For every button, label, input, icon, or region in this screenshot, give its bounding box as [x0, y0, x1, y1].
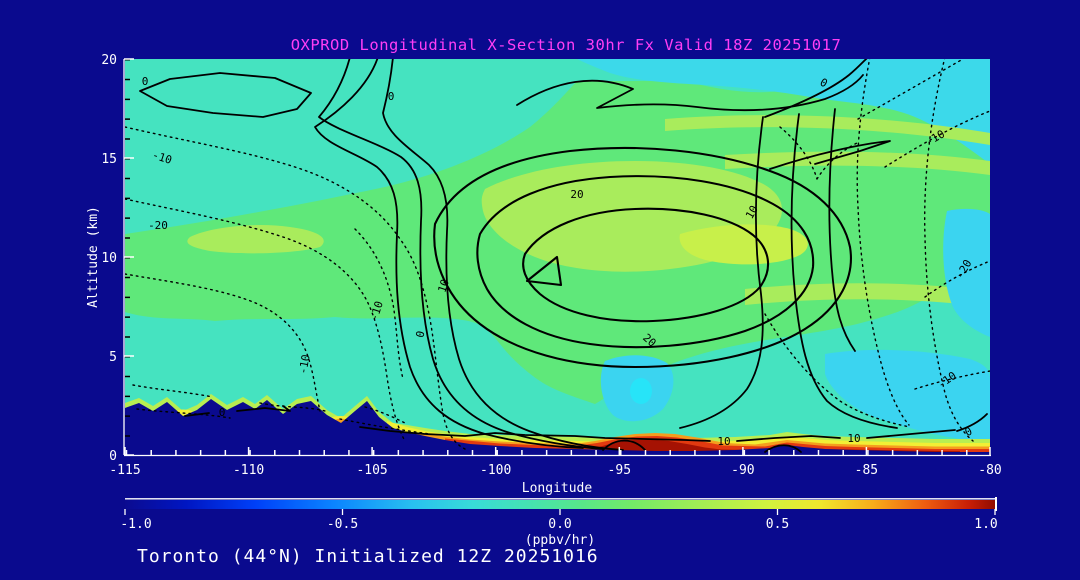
contour-line-zigzag — [516, 74, 864, 112]
fill-cyan-patch — [943, 208, 990, 337]
x-axis-label: Longitude — [522, 481, 593, 496]
contour-dotted-right — [856, 59, 910, 426]
footer-annotation: Toronto (44°N) Initialized 12Z 20251016 — [137, 546, 599, 567]
contour-label: 20 — [570, 188, 583, 201]
contour-label: 10 — [435, 278, 451, 295]
contour-label: -10 — [151, 148, 174, 167]
page-title: OXPROD Longitudinal X-Section 30hr Fx Va… — [291, 36, 842, 54]
y-axis-label: Altitude (km) — [86, 206, 101, 308]
contour-triangle — [525, 255, 563, 287]
contour-arm — [769, 140, 891, 170]
colorbar-tick-label: -0.5 — [327, 517, 358, 532]
y-tick-label: 20 — [101, 53, 117, 68]
contour-dotted-neg20 — [125, 198, 406, 442]
x-tick-label: -100 — [480, 463, 511, 478]
contour-label: 0 — [818, 76, 830, 91]
contour-arch — [764, 444, 802, 453]
x-tick-label: -105 — [356, 463, 387, 478]
fill-yellow-green-patch — [187, 225, 324, 254]
x-tick-label: -95 — [608, 463, 631, 478]
contour-dotted-lowright — [764, 313, 911, 428]
x-tick-label: -80 — [978, 463, 1001, 478]
contour-ring-10 — [433, 146, 852, 369]
contour-dotted-right — [779, 126, 858, 180]
contour-label: -20 — [148, 219, 168, 232]
contour-label: 0 — [142, 75, 149, 88]
x-tick-label: -110 — [233, 463, 264, 478]
contour-line-zigzag — [764, 59, 868, 118]
colorbar-gradient — [125, 500, 995, 509]
colorbar-tick-label: 0.5 — [766, 517, 789, 532]
contour-dotted-right — [924, 59, 974, 442]
contour-label: 0 — [388, 90, 395, 103]
contour-label: 0 — [414, 330, 428, 339]
y-tick-label: 10 — [101, 251, 117, 266]
colorbar-ticks — [124, 509, 996, 515]
colorbar: -1.0 -0.5 0.0 0.5 1.0 (ppbv/hr) — [120, 497, 998, 548]
fill-cyan-patch — [825, 349, 990, 444]
contour-arch — [602, 439, 646, 451]
colorbar-tick-label: -1.0 — [120, 517, 151, 532]
fill-yellow-green-patch — [679, 224, 808, 265]
contour-line-east — [790, 113, 898, 429]
plot-area: 0 -10 -20 0 20 10 0 20 10 0 -10 -20 -10 … — [125, 59, 990, 455]
y-tick-label: 15 — [101, 152, 117, 167]
colorbar-tick-label: 0.0 — [548, 517, 571, 532]
x-tick-label: -90 — [731, 463, 754, 478]
contour-line-zero-blob — [139, 72, 312, 118]
contour-line-surface — [359, 413, 988, 442]
axes: 20 15 10 5 0 -115 -110 -105 -100 -95 -90… — [86, 53, 1002, 496]
colorbar-tick-label: 1.0 — [974, 517, 997, 532]
contour-dotted — [354, 228, 404, 380]
contour-label: 10 — [717, 435, 730, 448]
contour-dotted-right — [857, 59, 990, 168]
contour-label: -10 — [367, 299, 386, 322]
x-axis-major-ticks — [124, 447, 991, 455]
y-tick-label: 0 — [109, 449, 117, 464]
x-tick-label: -115 — [109, 463, 140, 478]
contour-label: 10 — [743, 203, 761, 221]
y-tick-label: 5 — [109, 350, 117, 365]
contour-dotted — [132, 384, 431, 435]
contour-line-east — [679, 116, 764, 429]
contour-ring-20 — [476, 175, 815, 349]
x-tick-label: -85 — [855, 463, 878, 478]
contour-line-east — [828, 108, 856, 352]
contour-line-mountain-zero — [184, 405, 291, 417]
terrain-silhouette — [125, 399, 990, 455]
fill-yellow-green-patch — [665, 115, 990, 145]
contour-label: 10 — [847, 432, 860, 445]
contour-label: 0 — [219, 406, 226, 419]
contour-line-wall — [382, 59, 624, 451]
fill-cyan-top — [577, 59, 990, 164]
contour-dotted-right — [914, 260, 990, 390]
fill-yellow-green-patch — [725, 151, 990, 175]
contour-line-wall — [318, 59, 604, 450]
colorbar-unit-label: (ppbv/hr) — [525, 533, 595, 548]
contour-label: 0 — [963, 425, 974, 440]
fill-cyan-core — [630, 378, 652, 404]
contour-dotted — [125, 273, 321, 412]
contour-label: -10 — [296, 353, 312, 375]
